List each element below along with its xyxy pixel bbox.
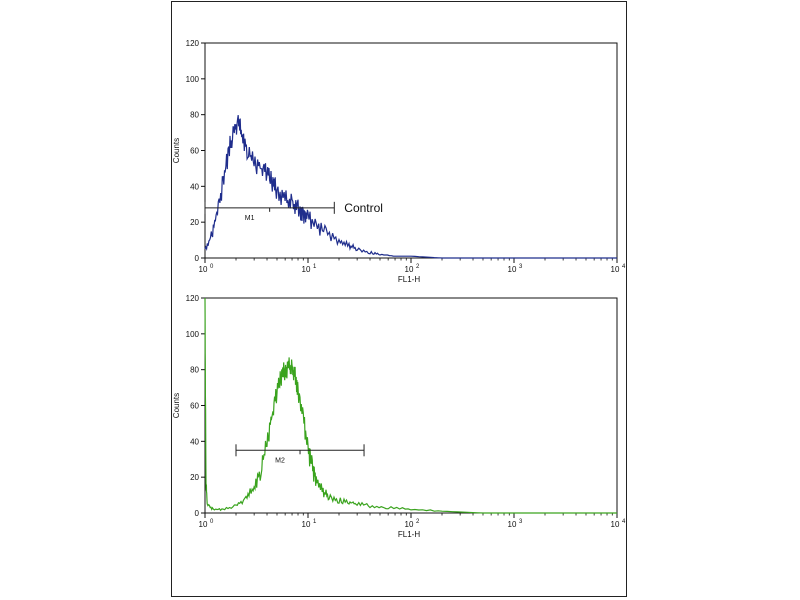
plot-area-frame [204, 42, 618, 259]
x-tick-exponent: 4 [622, 264, 626, 270]
x-tick-exponent: 4 [622, 519, 626, 525]
y-tick-label: 40 [190, 182, 199, 191]
x-tick-label: 10 [199, 520, 208, 529]
x-tick-exponent: 0 [210, 519, 214, 525]
y-tick-label: 100 [186, 75, 200, 84]
y-tick-label: 60 [190, 147, 199, 156]
annotation-control: Control [344, 201, 383, 215]
x-tick-label: 10 [199, 265, 208, 274]
y-axis-label: Counts [172, 138, 181, 163]
x-tick-exponent: 3 [519, 264, 523, 270]
y-tick-label: 20 [190, 218, 199, 227]
y-tick-label: 120 [186, 39, 200, 48]
gate-marker-label: M2 [275, 457, 285, 464]
x-tick-exponent: 2 [416, 264, 420, 270]
y-tick-label: 80 [190, 111, 199, 120]
y-tick-label: 0 [195, 509, 200, 518]
x-tick-label: 10 [611, 265, 620, 274]
x-tick-exponent: 1 [313, 264, 317, 270]
x-axis-label: FL1-H [398, 530, 420, 539]
y-tick-label: 120 [186, 294, 200, 303]
y-tick-label: 20 [190, 473, 199, 482]
x-tick-label: 10 [302, 265, 311, 274]
x-axis-label: FL1-H [398, 275, 420, 284]
x-tick-label: 10 [302, 520, 311, 529]
x-tick-exponent: 2 [416, 519, 420, 525]
x-tick-label: 10 [508, 520, 517, 529]
y-tick-label: 80 [190, 366, 199, 375]
plot-area-frame [204, 297, 618, 514]
x-tick-label: 10 [405, 265, 414, 274]
y-tick-label: 0 [195, 254, 200, 263]
x-tick-label: 10 [611, 520, 620, 529]
x-tick-label: 10 [405, 520, 414, 529]
histogram-series-line [204, 297, 617, 514]
y-tick-label: 60 [190, 402, 199, 411]
y-tick-label: 40 [190, 437, 199, 446]
y-axis-label: Counts [172, 393, 181, 418]
x-tick-label: 10 [508, 265, 517, 274]
x-tick-exponent: 1 [313, 519, 317, 525]
y-tick-label: 100 [186, 330, 200, 339]
x-tick-exponent: 0 [210, 264, 214, 270]
histogram-series-line [204, 115, 617, 259]
gate-marker-label: M1 [245, 215, 255, 222]
x-tick-exponent: 3 [519, 519, 523, 525]
